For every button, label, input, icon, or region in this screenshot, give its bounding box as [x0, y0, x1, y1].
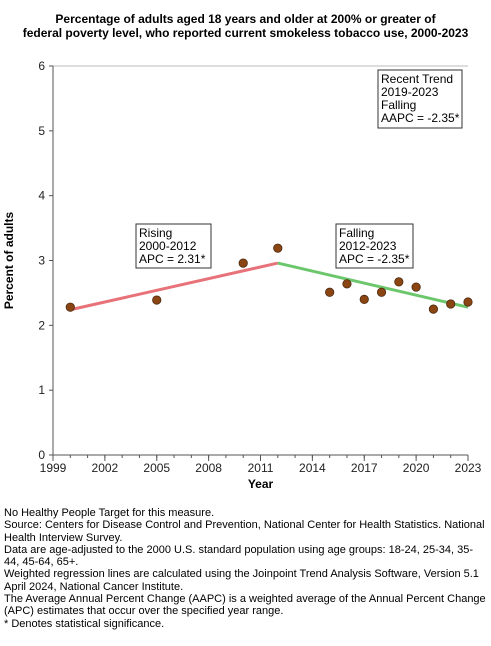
- x-tick-label: 2017: [351, 461, 378, 475]
- annotation-falling-line: APC = -2.35*: [339, 252, 410, 266]
- y-tick-label: 4: [38, 189, 45, 203]
- annotation-falling-box: [335, 223, 414, 269]
- data-point: [376, 287, 387, 297]
- data-point: [238, 258, 248, 268]
- footnote-6: * Denotes statistical significance.: [4, 617, 165, 630]
- x-axis-title: Year: [248, 477, 274, 491]
- annotation-rising-line: 2000-2012: [139, 239, 197, 253]
- y-axis-title: Percent of adults: [2, 212, 16, 310]
- footnote-5: The Average Annual Percent Change (AAPC)…: [4, 593, 486, 618]
- x-tick-label: 2023: [455, 461, 482, 475]
- annotation-rising-box: [135, 223, 212, 269]
- footnotes: No Healthy People Target for this measur…: [4, 507, 488, 630]
- data-point: [152, 295, 162, 305]
- title-line-1: Percentage of adults aged 18 years and o…: [55, 12, 436, 26]
- annotation-rising-line: APC = 2.31*: [139, 252, 206, 266]
- annotation-falling-line: Falling: [339, 226, 374, 240]
- trend-line-1: [69, 261, 279, 312]
- data-point: [463, 297, 473, 307]
- data-point: [325, 287, 335, 297]
- title-line-2: federal poverty level, who reported curr…: [22, 26, 469, 40]
- y-tick-label: 0: [38, 448, 45, 462]
- data-point: [428, 304, 439, 314]
- y-tick-label: 1: [38, 383, 45, 397]
- footnote-2: Source: Centers for Disease Control and …: [4, 519, 485, 544]
- trend-line-2: [277, 261, 469, 309]
- annotation-falling-line: 2012-2023: [339, 239, 397, 253]
- annotation-recent-trend-line: Recent Trend: [381, 72, 453, 86]
- x-tick-label: 2008: [195, 461, 222, 475]
- annotation-recent-trend-line: Falling: [381, 98, 416, 112]
- x-tick-label: 2020: [403, 461, 430, 475]
- annotation-recent-trend-box: [377, 69, 463, 129]
- data-point: [446, 299, 456, 309]
- x-tick-label: 2005: [143, 461, 170, 475]
- annotation-rising-line: Rising: [139, 226, 172, 240]
- x-tick-label: 2011: [248, 461, 274, 475]
- x-tick-label: 2002: [92, 461, 119, 475]
- footnote-3: Data are age-adjusted to the 2000 U.S. s…: [4, 543, 474, 569]
- data-point: [411, 282, 421, 292]
- chart-plot: 0 1 2 3 4 5 6 1999 2002 2005 2008 2011 2014 2017 2020 2…: [2, 59, 482, 491]
- data-point: [65, 302, 75, 312]
- data-point: [359, 294, 369, 304]
- footnote-1: No Healthy People Target for this measur…: [4, 507, 215, 519]
- chart-title: Percentage of adults aged 18 years and o…: [0, 12, 491, 40]
- y-tick-label: 5: [38, 124, 45, 138]
- x-tick-label: 1999: [40, 461, 67, 475]
- y-tick-label: 3: [38, 254, 45, 268]
- x-tick-label: 2014: [299, 461, 326, 475]
- annotation-recent-trend-line: 2019-2023: [381, 85, 439, 99]
- annotation-recent-trend-line: AAPC = -2.35*: [381, 111, 460, 125]
- data-point: [342, 279, 352, 289]
- y-tick-label: 2: [38, 318, 45, 332]
- footnote-4: Weighted regression lines are calculated…: [4, 568, 479, 593]
- y-tick-label: 6: [38, 59, 45, 73]
- data-point: [273, 243, 283, 253]
- data-point: [394, 277, 404, 287]
